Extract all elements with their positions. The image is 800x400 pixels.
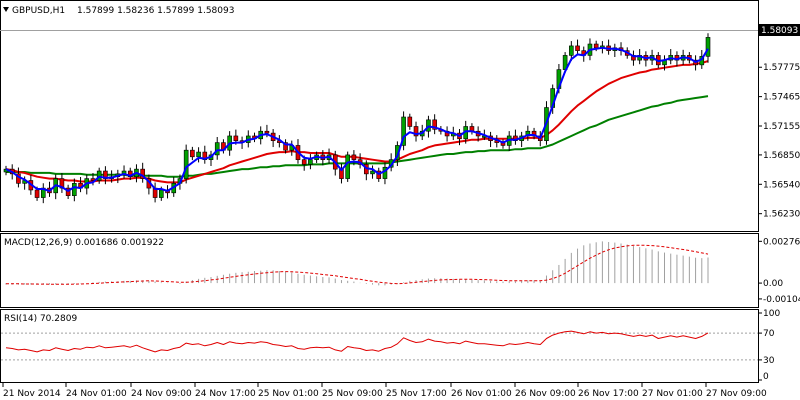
time-tick-label: 27 Nov 09:00 (706, 389, 767, 399)
time-tick-label: 21 Nov 2014 (3, 389, 61, 399)
rsi-tick-label: 100 (763, 309, 780, 319)
time-tick-label: 24 Nov 17:00 (195, 389, 256, 399)
time-tick-label: 25 Nov 17:00 (386, 389, 447, 399)
rsi-tick-label: 30 (763, 356, 775, 366)
candle-bear (432, 119, 437, 130)
main-panel (0, 0, 759, 232)
candle-bull (72, 183, 77, 196)
macd-label: MACD(12,26,9) 0.001686 0.001922 (4, 238, 164, 248)
candle-bear (407, 116, 413, 127)
candle-bear (593, 43, 599, 49)
price-tick-label: 1.56230 (763, 210, 800, 220)
rsi-tick-label: 0 (763, 372, 769, 382)
candle-bear (413, 126, 419, 137)
candle-bear (575, 45, 580, 51)
current-price-tag: 1.58093 (759, 24, 800, 36)
candle-bear (301, 159, 307, 165)
time-tick-label: 27 Nov 01:00 (642, 389, 703, 399)
price-tick-label: 1.57465 (763, 93, 800, 103)
time-tick-label: 26 Nov 01:00 (451, 389, 512, 399)
candle-bull (345, 154, 350, 179)
macd-tick-label: 0.002764 (763, 237, 800, 247)
time-tick-label: 25 Nov 01:00 (258, 389, 319, 399)
candle-bear (264, 130, 270, 134)
price-tick-label: 1.57155 (763, 122, 800, 132)
time-tick-label: 24 Nov 09:00 (131, 389, 192, 399)
ema-mid-line (5, 60, 709, 184)
price-tag-text: 1.58093 (761, 26, 798, 36)
macd-signal-line (6, 244, 709, 285)
time-tick-label: 26 Nov 17:00 (578, 389, 639, 399)
candle-bull (705, 37, 711, 57)
ohlc-label: 1.57899 1.58236 1.57899 1.58093 (77, 6, 234, 16)
candle-bull (569, 45, 574, 56)
macd-panel (0, 233, 759, 308)
time-axis: 21 Nov 2014 24 Nov 01:00 24 Nov 09:00 24 No… (2, 383, 767, 399)
candle-bull (214, 142, 220, 156)
ema-fast-path (5, 46, 709, 192)
candle-bull (183, 149, 189, 179)
candle-bear (233, 135, 239, 141)
candle-bull (159, 189, 164, 198)
price-tick-label: 1.56540 (763, 180, 800, 190)
time-tick-label: 24 Nov 01:00 (66, 389, 127, 399)
price-axis: 1.57775 1.57465 1.57155 1.56850 1.56540 1.562… (758, 63, 800, 220)
price-tick-label: 1.56850 (763, 151, 800, 161)
rsi-label: RSI(14) 70.2809 (4, 314, 77, 324)
symbol-label: GBPUSD,H1 (12, 6, 65, 16)
macd-tick-label: 0.00 (763, 279, 783, 289)
rsi-axis: 100 70 30 0 (758, 309, 780, 382)
ema-fast-line (5, 46, 709, 192)
candle-bear (190, 149, 195, 158)
candle-bear (283, 142, 288, 151)
candle-bear (34, 189, 40, 198)
rsi-path (5, 330, 709, 353)
ema-mid-path (5, 60, 709, 184)
candle-bull (308, 159, 313, 165)
price-tick-label: 1.57775 (763, 63, 800, 73)
time-tick-label: 26 Nov 09:00 (515, 389, 576, 399)
candle-bull (196, 151, 201, 158)
rsi-tick-label: 70 (763, 329, 775, 339)
rsi-panel (0, 309, 759, 383)
candle-bull (370, 170, 375, 175)
macd-signal-path (6, 244, 709, 285)
time-tick-label: 25 Nov 09:00 (322, 389, 383, 399)
rsi-line (5, 330, 709, 353)
chart-header: GBPUSD,H1 1.57899 1.58236 1.57899 1.5809… (3, 6, 234, 16)
candle-bear (351, 154, 357, 160)
macd-axis: 0.002764 0.00 -0.001048 (758, 237, 800, 305)
candle-bull (401, 116, 406, 146)
chevron-down-icon[interactable] (3, 7, 9, 12)
macd-tick-label: -0.001048 (763, 295, 800, 305)
